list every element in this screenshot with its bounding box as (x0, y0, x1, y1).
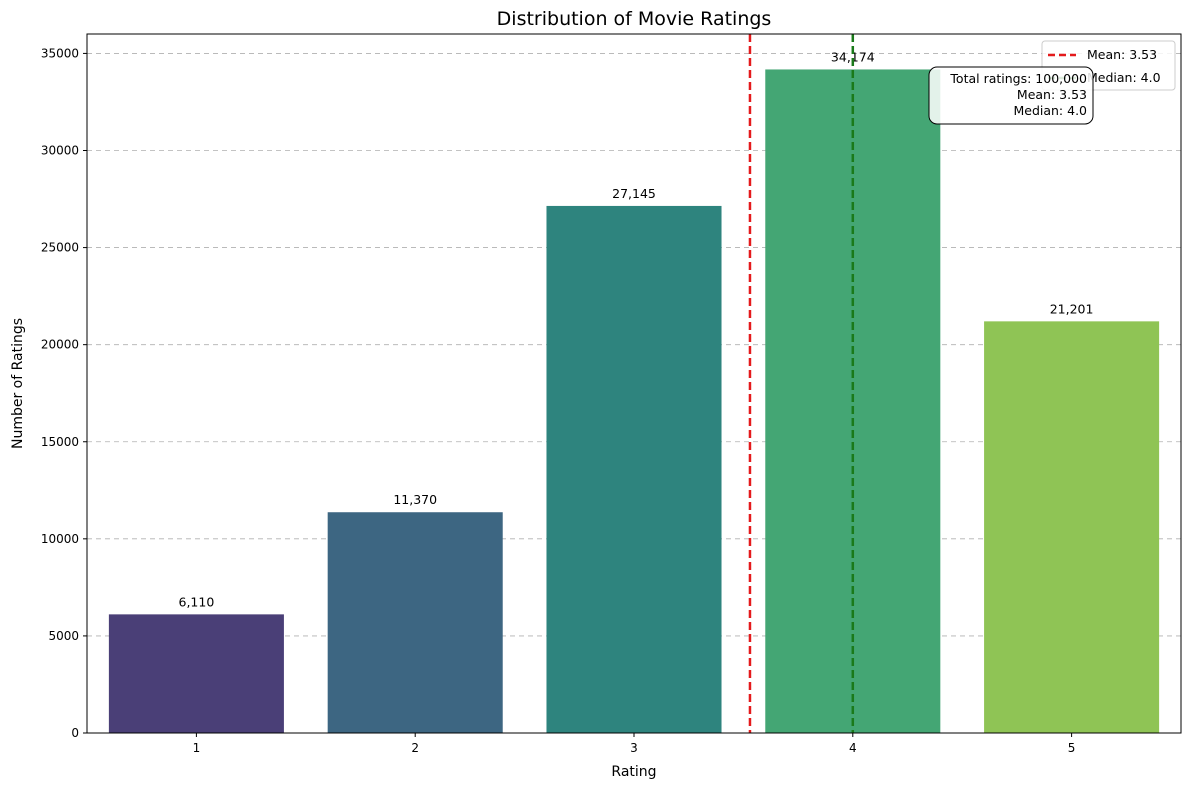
data-labels: 6,110 11,370 27,145 34,174 21,201 (179, 49, 1094, 609)
value-label-rating-3: 27,145 (612, 186, 656, 201)
value-label-rating-4: 34,174 (831, 49, 875, 64)
bar-rating-2 (327, 512, 503, 733)
stats-total: Total ratings: 100,000 (949, 71, 1087, 86)
value-label-rating-1: 6,110 (179, 594, 215, 609)
x-tick-label: 4 (849, 741, 857, 755)
y-tick-label: 0 (71, 726, 79, 740)
x-tick-label: 3 (630, 741, 638, 755)
bar-rating-5 (984, 321, 1160, 733)
x-tick-label: 1 (193, 741, 201, 755)
value-label-rating-5: 21,201 (1050, 301, 1094, 316)
y-tick-label: 5000 (48, 629, 79, 643)
x-tick-label: 5 (1068, 741, 1076, 755)
stats-mean: Mean: 3.53 (1017, 87, 1087, 102)
x-axis-ticks: 1 2 3 4 5 (193, 733, 1076, 755)
y-axis-ticks: 0 5000 10000 15000 20000 25000 30000 35000 (41, 46, 87, 740)
legend-median-label: Median: 4.0 (1087, 70, 1161, 85)
value-label-rating-2: 11,370 (393, 492, 437, 507)
x-tick-label: 2 (411, 741, 419, 755)
legend-mean-label: Mean: 3.53 (1087, 47, 1157, 62)
bar-rating-1 (108, 614, 284, 733)
stats-box-frame (928, 66, 1094, 125)
y-tick-label: 20000 (41, 338, 79, 352)
bars (108, 69, 1160, 734)
chart-title: Distribution of Movie Ratings (497, 8, 772, 30)
y-axis-title: Number of Ratings (10, 318, 26, 449)
stats-box: Total ratings: 100,000 Mean: 3.53 Median… (928, 66, 1094, 125)
y-tick-label: 10000 (41, 532, 79, 546)
bar-rating-3 (546, 205, 722, 734)
reference-lines (748, 34, 855, 733)
x-axis-title: Rating (611, 764, 656, 780)
y-tick-label: 15000 (41, 435, 79, 449)
y-tick-label: 25000 (41, 241, 79, 255)
y-tick-label: 30000 (41, 144, 79, 158)
y-tick-label: 35000 (41, 46, 79, 60)
stats-median: Median: 4.0 (1013, 103, 1087, 118)
